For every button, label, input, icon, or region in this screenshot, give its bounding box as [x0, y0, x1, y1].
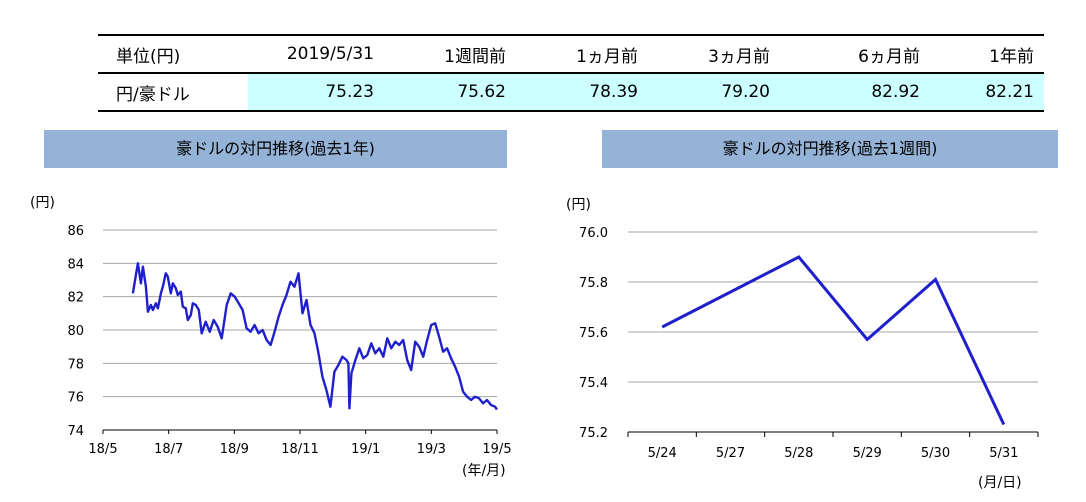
y-tick-label-1y: 82 [67, 291, 84, 306]
x-tick-label-1y: 19/5 [482, 442, 511, 457]
x-tick-label-1w: 5/30 [921, 446, 950, 461]
table-header-1y: 1年前 [930, 34, 1044, 74]
table-header-date: 2019/5/31 [248, 34, 384, 74]
table-cell-1w: 75.62 [384, 73, 516, 112]
x-tick-label-1y: 19/1 [351, 442, 380, 457]
y-axis-unit-1y: (円) [30, 195, 55, 211]
x-tick-label-1y: 18/5 [88, 442, 117, 457]
x-tick-label-1w: 5/28 [784, 446, 813, 461]
table-cell-1m: 78.39 [516, 73, 648, 112]
table-header-1m: 1ヵ月前 [516, 34, 648, 74]
series-line-1y [131, 262, 498, 411]
x-axis-unit-1w: (月/日) [978, 475, 1022, 491]
y-tick-label-1w: 75.4 [579, 376, 608, 391]
table-cell-6m: 82.92 [780, 73, 930, 112]
x-tick-label-1y: 18/9 [220, 442, 249, 457]
table-row-label: 円/豪ドル [98, 73, 248, 112]
y-tick-label-1y: 84 [67, 257, 84, 272]
x-axis-unit-1y: (年/月) [462, 463, 506, 479]
chart-title-1year: 豪ドルの対円推移(過去1年) [44, 130, 507, 168]
table-header-3m: 3ヵ月前 [648, 34, 780, 74]
y-tick-label-1y: 80 [67, 324, 84, 339]
x-tick-label-1w: 5/31 [989, 446, 1018, 461]
chart-title-1week: 豪ドルの対円推移(過去1週間) [602, 130, 1058, 168]
series-line-1w [661, 255, 1006, 426]
table-cell-3m: 79.20 [648, 73, 780, 112]
y-axis-unit-1w: (円) [566, 197, 591, 213]
rate-table: 単位(円) 2019/5/31 1週間前 1ヵ月前 3ヵ月前 6ヵ月前 1年前 … [98, 34, 1044, 112]
table-cell-date: 75.23 [248, 73, 384, 112]
x-tick-label-1y: 18/7 [154, 442, 183, 457]
y-tick-label-1w: 75.2 [579, 426, 608, 441]
y-tick-label-1w: 75.6 [579, 326, 608, 341]
table-header-1w: 1週間前 [384, 34, 516, 74]
table-cell-1y: 82.21 [930, 73, 1044, 112]
y-tick-label-1w: 76.0 [579, 226, 608, 241]
y-tick-label-1w: 75.8 [579, 276, 608, 291]
x-tick-label-1w: 5/27 [716, 446, 745, 461]
table-row: 円/豪ドル 75.23 75.62 78.39 79.20 82.92 82.2… [98, 73, 1044, 112]
x-tick-label-1y: 18/11 [281, 442, 318, 457]
table-header-row: 単位(円) 2019/5/31 1週間前 1ヵ月前 3ヵ月前 6ヵ月前 1年前 [98, 34, 1044, 74]
x-tick-label-1w: 5/29 [853, 446, 882, 461]
y-tick-label-1y: 86 [67, 224, 84, 239]
y-tick-label-1y: 76 [67, 391, 84, 406]
x-tick-label-1w: 5/24 [648, 446, 677, 461]
table-header-6m: 6ヵ月前 [780, 34, 930, 74]
table-header-unit: 単位(円) [98, 34, 248, 74]
y-tick-label-1y: 74 [67, 424, 84, 439]
x-tick-label-1y: 19/3 [417, 442, 446, 457]
y-tick-label-1y: 78 [67, 357, 84, 372]
